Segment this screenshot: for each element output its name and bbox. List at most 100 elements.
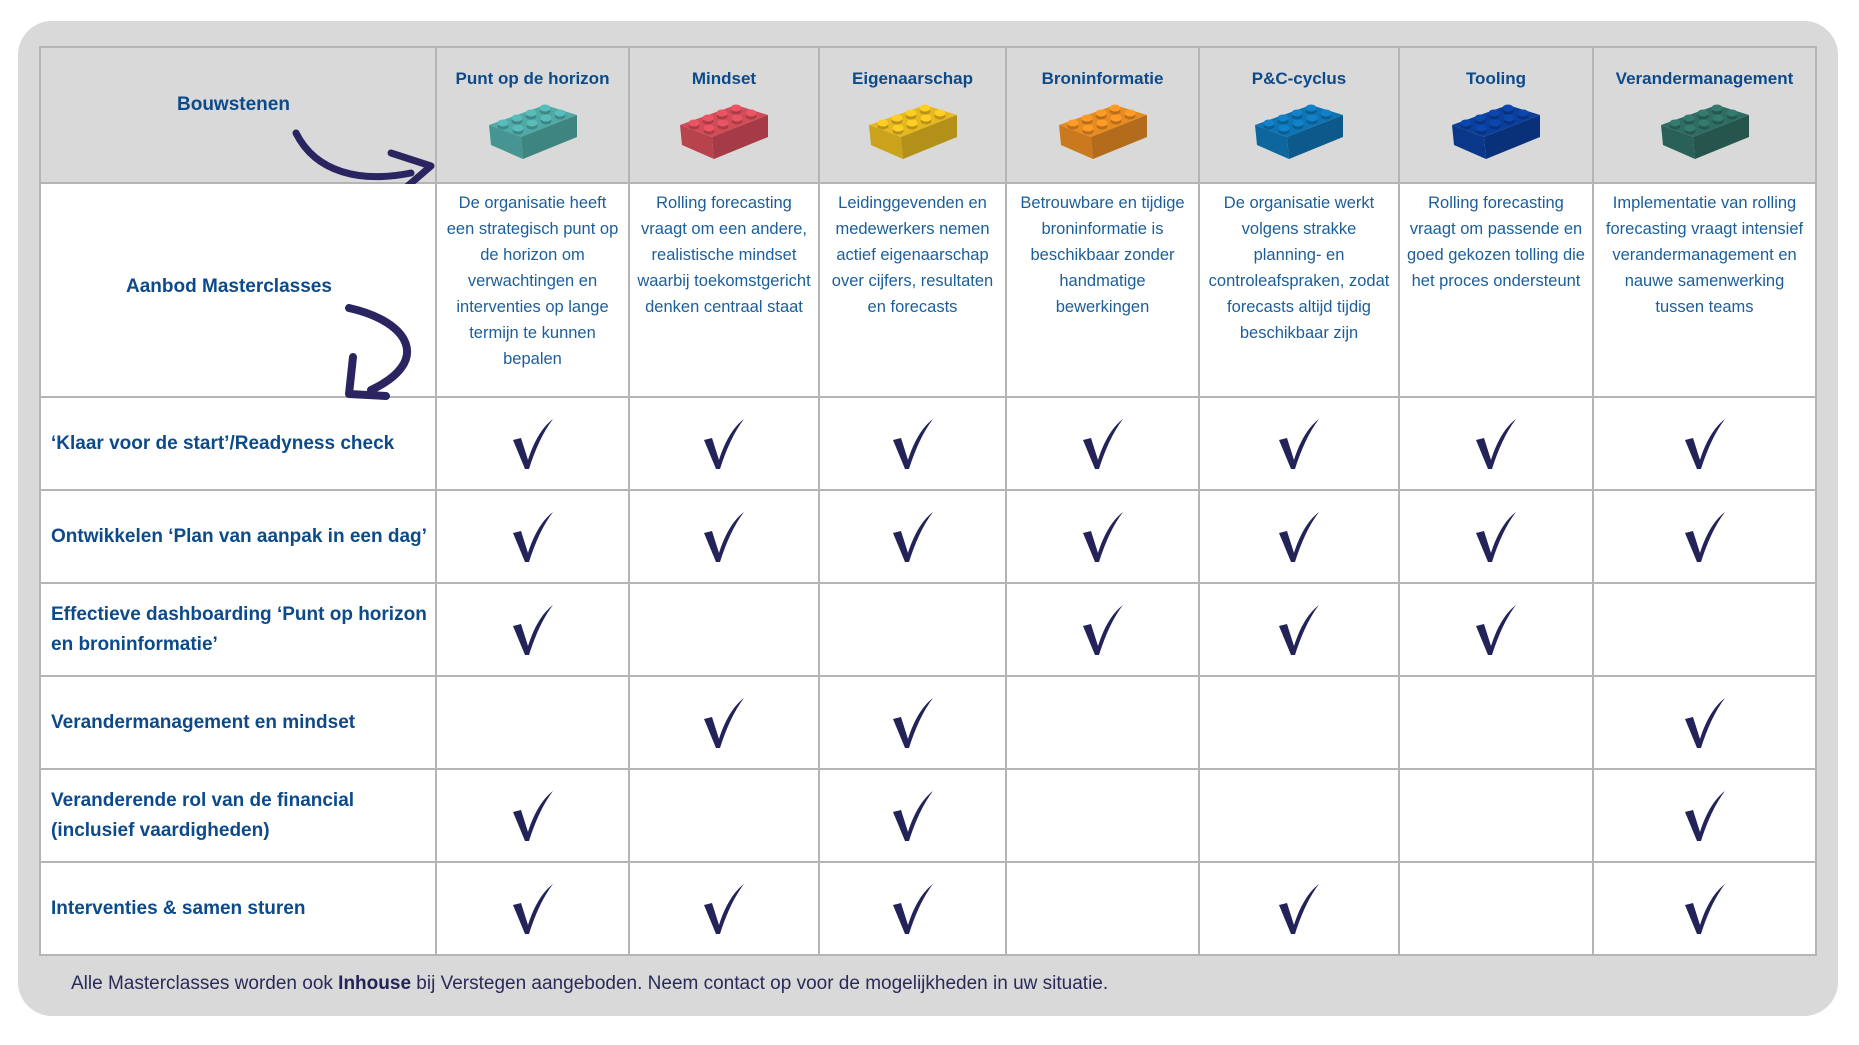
column-header: Tooling [1398, 46, 1594, 184]
checkmark-icon [1476, 418, 1516, 469]
footer-text: Alle Masterclasses worden ook [71, 973, 339, 994]
footer-note: Alle Masterclasses worden ook Inhouse bi… [71, 973, 1108, 995]
table-row: Ontwikkelen ‘Plan van aanpak in een dag’ [39, 489, 1817, 584]
check-cell [1398, 861, 1594, 956]
checkmark-icon [1082, 604, 1123, 655]
checkmark-icon [892, 418, 933, 469]
table-row: Veranderende rol van de financial (inclu… [39, 768, 1817, 863]
description-text: Leidinggevenden en medewerkers nemen act… [831, 194, 994, 316]
check-cell [818, 582, 1007, 677]
bouwstenen-label: Bouwstenen [177, 94, 290, 115]
column-description: De organisatie werkt volgens strakke pla… [1198, 182, 1400, 398]
check-cell [435, 396, 630, 491]
description-text: De organisatie werkt volgens strakke pla… [1208, 194, 1390, 342]
check-cell [1592, 489, 1817, 584]
footer-text-end: bij Verstegen aangeboden. Neem contact o… [411, 973, 1109, 994]
check-cell [1592, 861, 1817, 956]
check-cell [1198, 675, 1400, 770]
checkmark-icon [1082, 511, 1123, 562]
footer-bold: Inhouse [338, 973, 412, 994]
masterclass-label: Ontwikkelen ‘Plan van aanpak in een dag’ [39, 489, 437, 584]
aanbod-label: Aanbod Masterclasses [126, 276, 332, 297]
masterclass-label: ‘Klaar voor de start’/Readyness check [39, 396, 437, 491]
column-description: Rolling forecasting vraagt om een andere… [628, 182, 820, 398]
checkmark-icon [1476, 511, 1516, 562]
column-description: Betrouwbare en tijdige broninformatie is… [1005, 182, 1200, 398]
checkmark-icon [1684, 511, 1725, 562]
check-cell [1005, 675, 1200, 770]
check-cell [1592, 396, 1817, 491]
check-cell [818, 396, 1007, 491]
column-header: Punt op de horizon [435, 46, 630, 184]
description-text: Implementatie van rolling forecasting vr… [1605, 194, 1804, 316]
checkmark-icon [1684, 790, 1725, 841]
check-cell [1198, 861, 1400, 956]
checkmark-icon [892, 883, 933, 934]
check-cell [1398, 582, 1594, 677]
brick-icon [1660, 104, 1749, 159]
check-cell [1005, 768, 1200, 863]
checkmark-icon [704, 418, 744, 469]
checkmark-icon [512, 604, 553, 655]
column-description: De organisatie heeft een strategisch pun… [435, 182, 630, 398]
checkmark-icon [1684, 418, 1725, 469]
column-header: Verandermanagement [1592, 46, 1817, 184]
brick-icon [868, 104, 957, 159]
column-header: Mindset [628, 46, 820, 184]
check-cell [818, 861, 1007, 956]
brick-icon [1452, 104, 1540, 159]
checkmark-icon [512, 511, 553, 562]
check-cell [628, 396, 820, 491]
checkmark-icon [1279, 604, 1319, 655]
column-title: Punt op de horizon [455, 69, 610, 88]
column-header: Broninformatie [1005, 46, 1200, 184]
arrow-right-icon [292, 129, 435, 194]
brick-icon [680, 104, 768, 159]
table-row: Verandermanagement en mindset [39, 675, 1817, 770]
column-title: Eigenaarschap [852, 69, 973, 88]
checkmark-icon [512, 790, 553, 841]
column-header: Eigenaarschap [818, 46, 1007, 184]
column-title: Mindset [691, 69, 757, 88]
check-cell [1198, 582, 1400, 677]
check-cell [1005, 396, 1200, 491]
check-cell [818, 768, 1007, 863]
check-cell [1198, 768, 1400, 863]
check-cell [435, 768, 630, 863]
checkmark-icon [512, 883, 553, 934]
column-description: Rolling forecasting vraagt om passende e… [1398, 182, 1594, 398]
check-cell [1005, 489, 1200, 584]
column-title: Tooling [1465, 69, 1527, 88]
table-row: Effectieve dashboarding ‘Punt op horizon… [39, 582, 1817, 677]
corner-cell: Bouwstenen [39, 46, 437, 194]
checkmark-icon [704, 511, 744, 562]
column-description: Implementatie van rolling forecasting vr… [1592, 182, 1817, 398]
check-cell [1398, 489, 1594, 584]
table-row: Interventies & samen sturen [39, 861, 1817, 956]
checkmark-icon [704, 883, 744, 934]
check-cell [628, 675, 820, 770]
check-cell [1005, 582, 1200, 677]
column-title: Broninformatie [1041, 69, 1164, 88]
column-title: Verandermanagement [1615, 69, 1794, 88]
check-cell [818, 675, 1007, 770]
checkmark-icon [1476, 604, 1516, 655]
arrow-down-icon [345, 304, 412, 400]
check-cell [435, 489, 630, 584]
check-cell [628, 489, 820, 584]
checkmark-icon [1279, 418, 1319, 469]
brick-icon [1255, 104, 1343, 159]
checkmark-icon [892, 697, 933, 748]
checkmark-icon [892, 511, 933, 562]
checkmark-icon [704, 697, 744, 748]
column-header: P&C-cyclus [1198, 46, 1400, 184]
check-cell [628, 768, 820, 863]
offer-cell: Aanbod Masterclasses [39, 182, 437, 400]
masterclass-label: Veranderende rol van de financial (inclu… [39, 768, 437, 863]
column-title: P&C-cyclus [1251, 69, 1347, 88]
column-description: Leidinggevenden en medewerkers nemen act… [818, 182, 1007, 398]
masterclass-label: Interventies & samen sturen [39, 861, 437, 956]
brick-icon [1058, 104, 1147, 159]
masterclass-label: Verandermanagement en mindset [39, 675, 437, 770]
check-cell [818, 489, 1007, 584]
